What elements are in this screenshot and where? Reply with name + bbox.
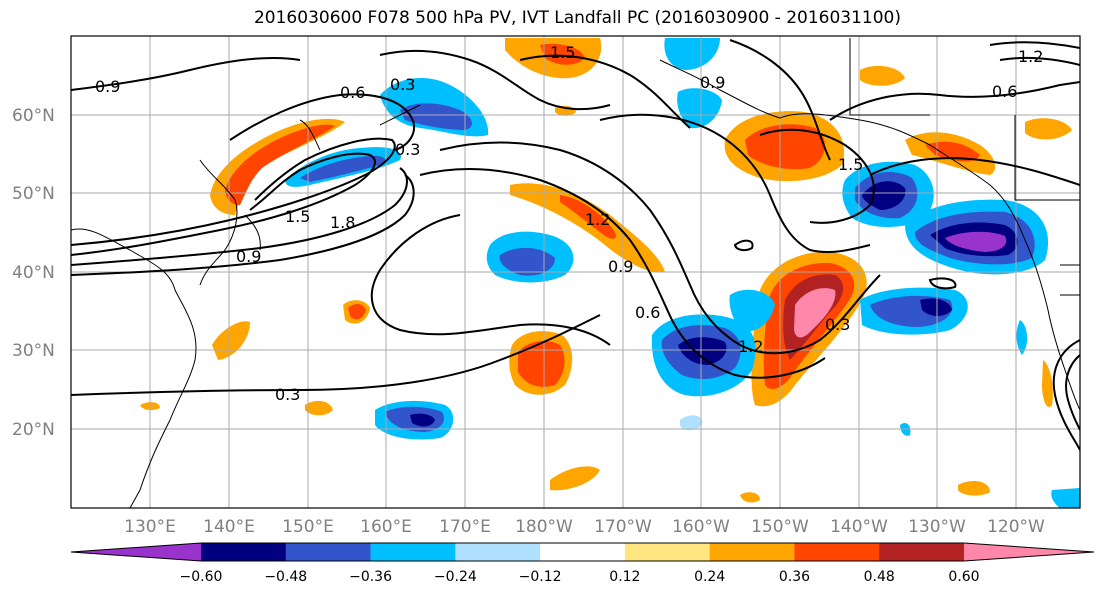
lat-tick-label: 20°N — [12, 420, 55, 440]
colorbar-bin — [285, 543, 372, 561]
colorbar-tick-label: 0.60 — [948, 569, 979, 585]
lon-tick-label: 140°W — [830, 517, 888, 537]
lon-tick-label: 120°W — [987, 517, 1045, 537]
colorbar-tick-label: −0.36 — [349, 569, 392, 585]
lon-tick-label: 140°E — [203, 517, 255, 537]
contour-label: 0.9 — [95, 77, 120, 96]
colorbar-bin — [370, 543, 456, 561]
contour-label: 1.2 — [738, 337, 763, 356]
lon-tick-label: 150°E — [282, 517, 334, 537]
lon-tick-label: 160°E — [360, 517, 412, 537]
lon-tick-label: 130°E — [124, 517, 176, 537]
contour-labels: 0.9 0.6 0.3 1.5 1.8 0.9 1.2 0.9 0.6 1.2 … — [95, 43, 1043, 404]
contour-label: 0.3 — [275, 385, 300, 404]
contour-label: 1.5 — [838, 155, 863, 174]
lat-axis: 60°N 50°N 40°N 30°N 20°N — [12, 106, 55, 440]
colorbar-extend-min — [71, 543, 201, 561]
contour-label: 0.3 — [395, 140, 420, 159]
colorbar-tick-label: −0.60 — [180, 569, 223, 585]
lon-tick-label: 160°W — [672, 517, 730, 537]
contour-label: 0.6 — [340, 83, 365, 102]
contour-label: 0.9 — [700, 73, 725, 92]
colorbar-bin — [201, 543, 287, 561]
colorbar-bin — [709, 543, 795, 561]
graticule — [71, 36, 1080, 508]
lat-tick-label: 40°N — [12, 263, 55, 283]
map-frame — [70, 35, 1081, 509]
contour-label: 0.9 — [236, 247, 261, 266]
colorbar-tick-label: 0.36 — [779, 569, 810, 585]
lon-tick-label: 150°W — [751, 517, 809, 537]
colorbar-extend-max — [964, 543, 1094, 561]
contour-label: 1.2 — [585, 210, 610, 229]
lon-tick-label: 130°W — [908, 517, 966, 537]
contour-label: 1.8 — [330, 213, 355, 232]
colorbar-bin — [540, 543, 626, 561]
lon-tick-label: 170°W — [594, 517, 652, 537]
lat-tick-label: 30°N — [12, 341, 55, 361]
shaded-anomalies — [140, 38, 1080, 508]
map-title: 2016030600 F078 500 hPa PV, IVT Landfall… — [253, 8, 901, 28]
lat-tick-label: 60°N — [12, 106, 55, 126]
contour-label: 1.5 — [285, 207, 310, 226]
contour-label: 0.3 — [390, 75, 415, 94]
contour-label: 0.6 — [992, 82, 1017, 101]
colorbar-tick-label: −0.48 — [264, 569, 307, 585]
contour-label: 0.6 — [635, 303, 660, 322]
colorbar-bin — [794, 543, 880, 561]
colorbar-bin — [879, 543, 965, 561]
map-content: 0.9 0.6 0.3 1.5 1.8 0.9 1.2 0.9 0.6 1.2 … — [71, 36, 1080, 508]
contour-label: 1.5 — [550, 43, 575, 62]
colorbar-tick-label: 0.48 — [864, 569, 895, 585]
lon-tick-label: 170°E — [439, 517, 491, 537]
colorbar-tick-label: −0.12 — [519, 569, 562, 585]
colorbar-tick-label: 0.12 — [609, 569, 640, 585]
lon-axis: 130°E 140°E 150°E 160°E 170°E 180°W 170°… — [124, 517, 1045, 537]
pv-contours — [71, 39, 1080, 451]
contour-label: 0.9 — [608, 257, 633, 276]
lon-tick-label: 180°W — [515, 517, 573, 537]
contour-label: 1.2 — [1018, 47, 1043, 66]
colorbar-outline — [70, 542, 1095, 562]
contour-label: 0.3 — [825, 315, 850, 334]
colorbar-tick-label: 0.24 — [694, 569, 725, 585]
colorbar-bin — [624, 543, 711, 561]
colorbar-bin — [455, 543, 541, 561]
colorbar: −0.60 −0.48 −0.36 −0.24 −0.12 0.12 0.24 0.36 0.4… — [70, 542, 1095, 585]
colorbar-tick-label: −0.24 — [434, 569, 477, 585]
lat-tick-label: 50°N — [12, 184, 55, 204]
